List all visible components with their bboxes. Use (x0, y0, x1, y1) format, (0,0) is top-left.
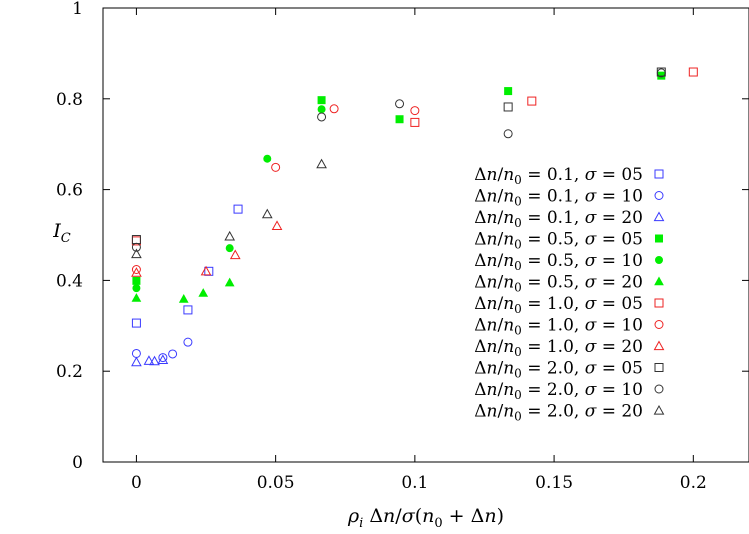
data-point (316, 158, 327, 169)
y-tick-label: 0.2 (56, 362, 83, 382)
data-point (131, 242, 141, 252)
legend-label: Δn/n0 = 2.0, σ = 10 (474, 380, 643, 402)
data-point (329, 104, 339, 114)
legend-marker (653, 211, 665, 222)
data-point (229, 249, 241, 260)
legend-marker (654, 384, 664, 394)
data-point (688, 67, 698, 77)
legend-label: Δn/n0 = 0.1, σ = 10 (474, 187, 643, 209)
legend-marker (654, 298, 664, 308)
legend-label: Δn/n0 = 1.0, σ = 05 (474, 294, 643, 316)
data-point (225, 244, 234, 253)
y-tick-labels: 0 0.2 0.4 0.6 0.8 1 (56, 0, 83, 473)
x-tick-labels: 0 0.05 0.1 0.15 0.2 (131, 473, 707, 493)
legend-label: Δn/n0 = 0.5, σ = 10 (474, 251, 643, 273)
data-point (132, 284, 141, 293)
y-tick-label: 0.6 (56, 181, 83, 201)
y-tick-label: 0.8 (56, 90, 83, 110)
data-point (317, 112, 327, 122)
data-point (317, 105, 326, 114)
legend-marker (654, 276, 664, 286)
data-point (131, 356, 142, 367)
legend-label: Δn/n0 = 0.5, σ = 20 (474, 273, 643, 295)
x-axis-label: ρi Δn/σ(n0 + Δn) (347, 505, 504, 531)
x-tick-label: 0.1 (401, 473, 428, 493)
data-point (656, 68, 666, 78)
data-point (224, 230, 236, 241)
data-point (503, 102, 513, 112)
data-point (132, 276, 141, 285)
data-point (131, 293, 142, 302)
data-point (149, 355, 160, 366)
legend-marker (655, 256, 663, 264)
data-point (200, 265, 212, 276)
data-point (233, 204, 243, 214)
legend-marker (654, 363, 664, 372)
y-tick-label: 0 (72, 453, 83, 473)
data-point (198, 288, 209, 297)
x-tick-label: 0.2 (680, 473, 707, 493)
data-point (263, 154, 272, 163)
data-point (183, 305, 193, 315)
legend-label: Δn/n0 = 2.0, σ = 05 (474, 359, 643, 381)
legend-label: Δn/n0 = 0.5, σ = 05 (474, 230, 643, 252)
legend-marker (655, 234, 663, 243)
legend-marker (654, 169, 664, 179)
legend-label: Δn/n0 = 2.0, σ = 20 (474, 402, 643, 424)
y-tick-label: 0.4 (56, 271, 83, 291)
data-point (410, 106, 420, 116)
data-point (178, 293, 189, 303)
data-point (183, 337, 193, 347)
data-point (157, 354, 169, 364)
x-tick-label: 0 (131, 473, 142, 493)
legend-label: Δn/n0 = 0.1, σ = 20 (474, 208, 643, 230)
data-point (504, 87, 513, 96)
data-point (131, 248, 142, 259)
data-point (158, 353, 168, 363)
data-point (131, 318, 141, 328)
data-points (131, 67, 698, 367)
legend-marker (654, 320, 664, 329)
data-point (503, 129, 513, 139)
data-point (271, 162, 281, 172)
legend-marker (653, 340, 665, 351)
y-tick-label: 1 (72, 0, 83, 19)
data-point (143, 355, 155, 365)
data-point (271, 220, 283, 231)
x-tick-label: 0.05 (257, 473, 295, 493)
data-point (168, 349, 178, 359)
data-point (131, 267, 142, 277)
data-point (317, 96, 326, 105)
legend-label: Δn/n0 = 1.0, σ = 10 (474, 316, 643, 338)
data-point (224, 277, 235, 287)
legend-label: Δn/n0 = 0.1, σ = 05 (474, 165, 643, 187)
axis-ticks (103, 7, 749, 463)
data-point (131, 348, 141, 358)
data-point (261, 208, 273, 219)
plot-frame (102, 7, 749, 463)
legend-marker (654, 191, 664, 200)
legend-marker (653, 404, 665, 415)
data-point (395, 99, 405, 109)
x-tick-label: 0.15 (535, 473, 573, 493)
data-point (131, 265, 141, 275)
data-point (410, 117, 420, 127)
legend-label: Δn/n0 = 1.0, σ = 20 (474, 337, 643, 359)
data-point (527, 96, 537, 106)
y-axis-label: IC (52, 220, 71, 246)
data-point (395, 115, 404, 124)
